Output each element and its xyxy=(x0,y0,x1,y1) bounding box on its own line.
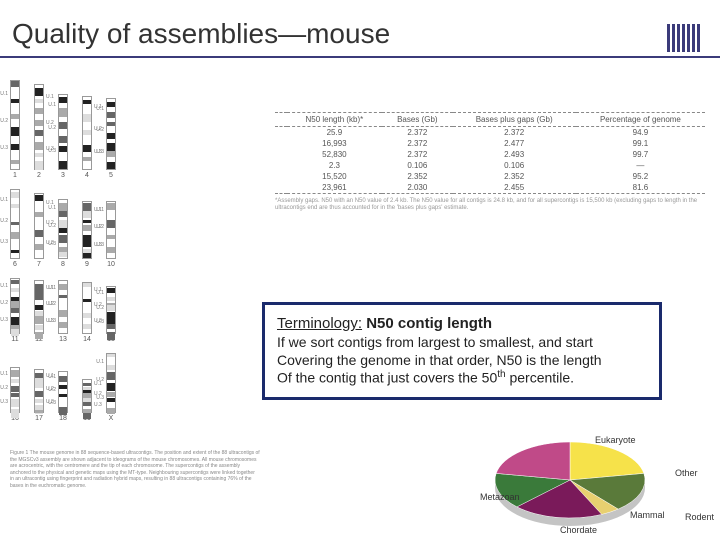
chromosome-13: U.1U.2U.313 xyxy=(58,280,68,343)
chromosome-label: 2 xyxy=(34,172,44,179)
chromosome-14: U.1U.2U.314 xyxy=(82,282,92,343)
chromosome-2: U.1U.2U.32 xyxy=(34,84,44,179)
table-header xyxy=(275,113,287,127)
chromosome-label: 11 xyxy=(10,336,20,343)
chromosome-1: U.1U.2U.31 xyxy=(10,80,20,179)
chromosome-12: U.1U.2U.312 xyxy=(34,280,44,343)
chromosome-11: U.1U.2U.311 xyxy=(10,278,20,343)
table-row: 2.30.1060.106— xyxy=(275,160,705,171)
chromosome-4: U.1U.2U.34 xyxy=(82,96,92,179)
pie-slice-metazoan xyxy=(496,442,570,480)
assembly-stats-table-area: N50 length (kb)*Bases (Gb)Bases plus gap… xyxy=(275,112,705,212)
chromosome-label: 5 xyxy=(106,172,116,179)
chromosome-8: U.1U.2U.38 xyxy=(58,199,68,268)
chromosome-9: U.1U.2U.39 xyxy=(82,201,92,268)
table-row: 16,9932.3722.47799.1 xyxy=(275,138,705,149)
table-row: 23,9612.0302.45581.6 xyxy=(275,182,705,194)
figure-caption: Figure 1 The mouse genome in 88 sequence… xyxy=(10,450,260,489)
chromosome-label: 1 xyxy=(10,172,20,179)
chromosome-label: 3 xyxy=(58,172,68,179)
table-header: Bases plus gaps (Gb) xyxy=(453,113,576,127)
chromosome-19: U.1U.2U.319 xyxy=(82,379,92,422)
chromosome-18: U.1U.2U.318 xyxy=(58,371,68,422)
slide-title: Quality of assemblies—mouse xyxy=(12,18,708,50)
assembly-stats-table: N50 length (kb)*Bases (Gb)Bases plus gap… xyxy=(275,112,705,194)
chromosome-6: U.1U.2U.36 xyxy=(10,189,20,268)
chromosome-ideogram-panel: U.1U.2U.31 U.1U.2U.32 U.1U.2U.33 U.1U.2U.34… xyxy=(10,80,260,440)
chromosome-16: U.1U.2U.316 xyxy=(10,367,20,422)
chromosome-label: X xyxy=(106,415,116,422)
table-row: 25.92.3722.37294.9 xyxy=(275,127,705,139)
pie-label-metazoan: Metazoan xyxy=(480,492,520,502)
pie-label-rodent: Rodent xyxy=(685,512,714,522)
chromosome-10: U.1U.2U.310 xyxy=(106,201,116,268)
chromosome-label: 6 xyxy=(10,261,20,268)
table-row: 15,5202.3522.35295.2 xyxy=(275,171,705,182)
table-footnote: *Assembly gaps. N50 with an N50 value of… xyxy=(275,198,705,212)
terminology-label: Terminology: xyxy=(277,315,362,332)
chromosome-label: 13 xyxy=(58,336,68,343)
pie-label-other: Other xyxy=(675,468,698,478)
chromosome-label: 7 xyxy=(34,261,44,268)
table-header: Bases (Gb) xyxy=(382,113,452,127)
pie-chart xyxy=(440,420,720,540)
chromosome-label: 8 xyxy=(58,261,68,268)
terminology-body: If we sort contigs from largest to small… xyxy=(277,334,647,387)
pie-label-chordate: Chordate xyxy=(560,525,597,535)
chromosome-label: 9 xyxy=(82,261,92,268)
pie-label-eukaryote: Eukaryote xyxy=(595,435,636,445)
chromosome-label: 14 xyxy=(82,336,92,343)
title-area: Quality of assemblies—mouse xyxy=(0,0,720,58)
terminology-n50: N50 contig length xyxy=(366,315,492,332)
chromosome-17: U.1U.2U.317 xyxy=(34,369,44,422)
chromosome-X: U.1U.2U.3X xyxy=(106,353,116,422)
chromosome-7: U.1U.2U.37 xyxy=(34,193,44,268)
pie-label-mammal: Mammal xyxy=(630,510,665,520)
chromosome-label: 4 xyxy=(82,172,92,179)
table-row: 52,8302.3722.49399.7 xyxy=(275,149,705,160)
chromosome-5: U.1U.2U.35 xyxy=(106,98,116,179)
chromosome-3: U.1U.2U.33 xyxy=(58,94,68,179)
pie-chart-area: Eukaryote Other Rodent Mammal Chordate Metazo… xyxy=(440,420,720,540)
terminology-box: Terminology: N50 contig length If we sor… xyxy=(262,302,662,400)
chromosome-label: 10 xyxy=(106,261,116,268)
corner-decoration xyxy=(667,24,700,52)
chromosome-15: U.1U.2U.315 xyxy=(106,286,116,343)
table-header: Percentage of genome xyxy=(576,113,705,127)
table-header: N50 length (kb)* xyxy=(287,113,383,127)
terminology-title: Terminology: N50 contig length xyxy=(277,315,647,332)
chromosome-label: 17 xyxy=(34,415,44,422)
chromosome-label: 18 xyxy=(58,415,68,422)
